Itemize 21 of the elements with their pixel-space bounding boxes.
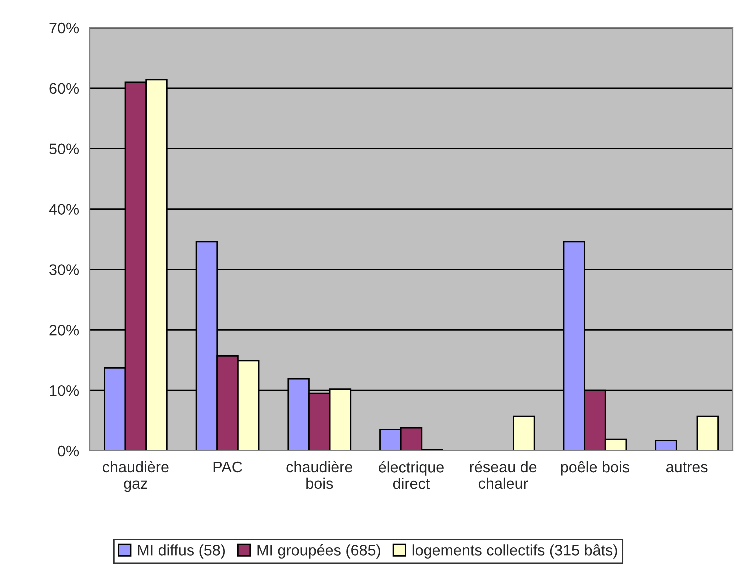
x-tick-label: PAC xyxy=(214,462,242,473)
y-tick-label: 30% xyxy=(50,264,80,276)
legend-label: logements collectifs (315 bâts) xyxy=(412,544,618,559)
y-tick-label: 20% xyxy=(50,325,80,336)
bar xyxy=(696,416,719,451)
y-tick-label: 10% xyxy=(50,385,80,396)
x-tick-label: chaudière gaz xyxy=(103,461,169,492)
y-tick-label: 50% xyxy=(50,144,80,155)
x-tick-label: autres xyxy=(666,462,708,473)
x-tick-label: chaudière bois xyxy=(286,461,353,490)
legend-label: MI diffus (58) xyxy=(138,544,226,559)
bar xyxy=(655,440,678,451)
x-tick-label: poêle bois xyxy=(561,461,630,476)
y-tick-label: 40% xyxy=(49,204,80,215)
legend-label: MI groupées (685) xyxy=(258,544,380,559)
x-tick-label: électrique direct xyxy=(379,461,444,490)
y-tick-label: 60% xyxy=(50,83,80,94)
x-tick-label: réseau de chaleur xyxy=(470,461,537,490)
bar xyxy=(513,416,536,451)
y-tick-label: 70% xyxy=(50,22,80,34)
y-tick-label: 0% xyxy=(58,446,80,457)
